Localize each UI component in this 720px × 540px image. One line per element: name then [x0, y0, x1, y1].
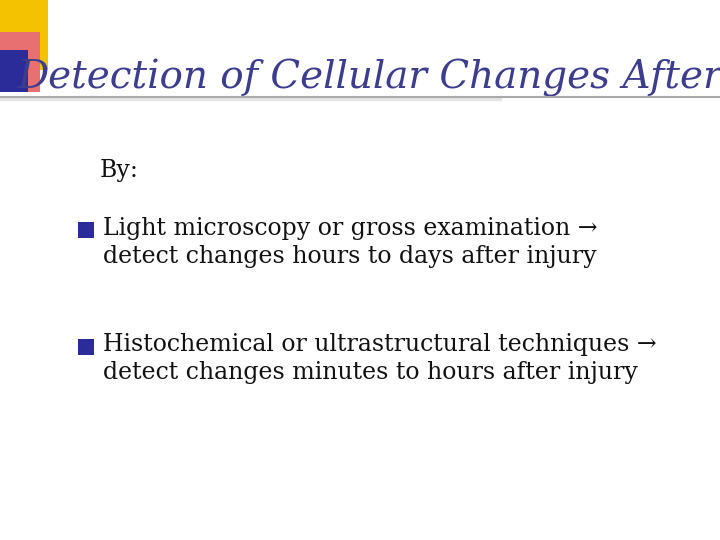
Bar [78, 339, 94, 355]
Text: Histochemical or ultrastructural techniques →: Histochemical or ultrastructural techniq… [103, 334, 657, 356]
Text: detect changes hours to days after injury: detect changes hours to days after injur… [103, 245, 597, 267]
Bar [78, 222, 94, 238]
Bar [0, 32, 40, 92]
Text: detect changes minutes to hours after injury: detect changes minutes to hours after in… [103, 361, 638, 384]
Text: Light microscopy or gross examination →: Light microscopy or gross examination → [103, 217, 598, 240]
Bar [0, 50, 28, 92]
Text: Detection of Cellular Changes After Injury: Detection of Cellular Changes After Inju… [18, 59, 720, 97]
Text: By:: By: [100, 159, 139, 181]
Bar [0, 0, 48, 70]
